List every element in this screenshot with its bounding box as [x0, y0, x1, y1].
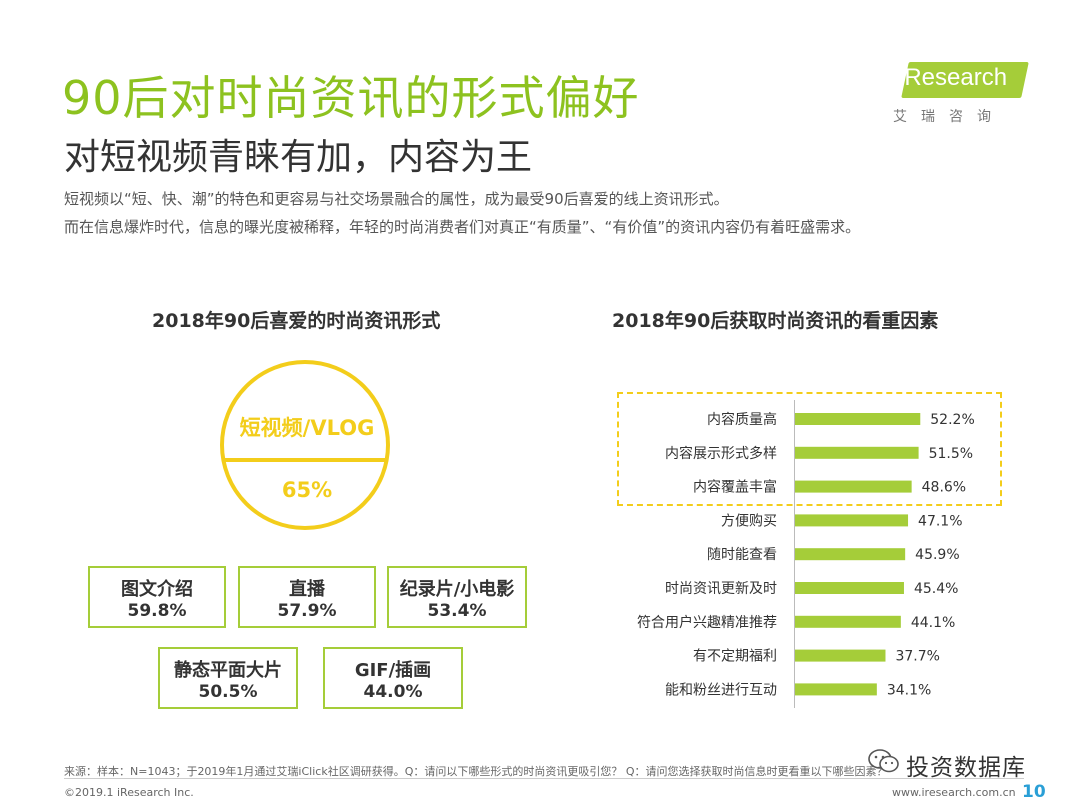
- bar-value-label: 45.4%: [914, 581, 958, 597]
- bar-category-label: 内容展示形式多样: [665, 445, 777, 462]
- circle-divider: [222, 458, 388, 462]
- bar: [795, 683, 877, 696]
- format-label: GIF/插画: [354, 660, 432, 681]
- iresearch-logo: iResearch 艾瑞咨询: [893, 62, 1029, 132]
- bar-category-label: 方便购买: [721, 513, 777, 529]
- bar-category-label: 时尚资讯更新及时: [665, 581, 777, 597]
- format-value: 57.9%: [277, 601, 337, 621]
- format-box-live: 直播 57.9%: [238, 566, 376, 628]
- bar: [795, 615, 901, 628]
- wechat-watermark: 投资数据库: [868, 742, 1068, 782]
- format-label: 静态平面大片: [174, 660, 282, 681]
- bar: [795, 582, 904, 594]
- bar-value-label: 34.1%: [887, 682, 931, 698]
- website-link[interactable]: www.iresearch.com.cn: [892, 786, 1016, 799]
- format-value: 44.0%: [363, 682, 423, 702]
- bar-category-label: 有不定期福利: [693, 649, 777, 665]
- page-title: 90后对时尚资讯的形式偏好: [62, 71, 640, 125]
- copyright: ©2019.1 iResearch Inc.: [64, 786, 194, 799]
- top-format-circle: [220, 360, 390, 530]
- logo-cn-text: 艾瑞咨询: [893, 109, 1005, 125]
- bar-category-label: 符合用户兴趣精准推荐: [637, 614, 777, 631]
- page-number: 10: [1022, 782, 1046, 802]
- bar-value-label: 51.5%: [929, 446, 973, 462]
- format-box-static-image: 静态平面大片 50.5%: [158, 647, 298, 709]
- intro-paragraph-2: 而在信息爆炸时代，信息的曝光度被稀释，年轻的时尚消费者们对真正“有质量”、“有价…: [64, 218, 861, 236]
- highlight-dashed-box: [617, 392, 1002, 506]
- footer-divider: [64, 778, 1024, 779]
- bar-category-label: 能和粉丝进行互动: [665, 682, 777, 698]
- bar-value-label: 44.1%: [911, 615, 955, 631]
- wechat-text: 投资数据库: [906, 755, 1026, 781]
- bar: [795, 413, 921, 425]
- left-chart-title: 2018年90后喜爱的时尚资讯形式: [152, 310, 441, 332]
- bar-axis: [794, 400, 795, 708]
- format-label: 图文介绍: [121, 579, 193, 600]
- bar: [795, 480, 912, 493]
- format-value: 50.5%: [198, 682, 258, 702]
- top-format-value: 65%: [281, 478, 333, 502]
- source-note: 来源：样本：N=1043；于2019年1月通过艾瑞iClick社区调研获得。Q：…: [64, 765, 888, 778]
- bar-value-label: 47.1%: [918, 513, 962, 529]
- bar-category-label: 内容覆盖丰富: [693, 479, 777, 496]
- bar: [795, 649, 886, 662]
- page-subtitle: 对短视频青睐有加，内容为王: [64, 137, 533, 178]
- bar-value-label: 52.2%: [930, 412, 974, 428]
- top-format-label: 短视频/VLOG: [239, 416, 375, 440]
- bar-value-label: 48.6%: [922, 480, 966, 496]
- format-box-graphic-text: 图文介绍 59.8%: [88, 566, 226, 628]
- logo-text: iResearch: [899, 64, 1008, 91]
- format-box-documentary: 纪录片/小电影 53.4%: [387, 566, 527, 628]
- factor-bar-chart: 内容质量高 52.2% 内容展示形式多样 51.5% 内容覆盖丰富 48.6% 方便购买 47…: [637, 411, 975, 698]
- format-label: 纪录片/小电影: [399, 579, 515, 600]
- intro-paragraph-1: 短视频以“短、快、潮”的特色和更容易与社交场景融合的属性，成为最受90后喜爱的线…: [64, 190, 729, 208]
- bar-value-label: 37.7%: [895, 649, 939, 665]
- bar-category-label: 内容质量高: [707, 411, 777, 428]
- bar-category-label: 随时能查看: [707, 547, 777, 563]
- bar-value-label: 45.9%: [915, 547, 959, 563]
- wechat-icon: [868, 749, 899, 773]
- format-label: 直播: [289, 579, 325, 600]
- format-value: 59.8%: [127, 601, 187, 621]
- format-value: 53.4%: [427, 601, 487, 621]
- bar: [795, 548, 906, 561]
- right-chart-title: 2018年90后获取时尚资讯的看重因素: [612, 310, 939, 332]
- format-box-gif: GIF/插画 44.0%: [323, 647, 463, 709]
- bar: [795, 514, 909, 527]
- bar: [795, 446, 919, 459]
